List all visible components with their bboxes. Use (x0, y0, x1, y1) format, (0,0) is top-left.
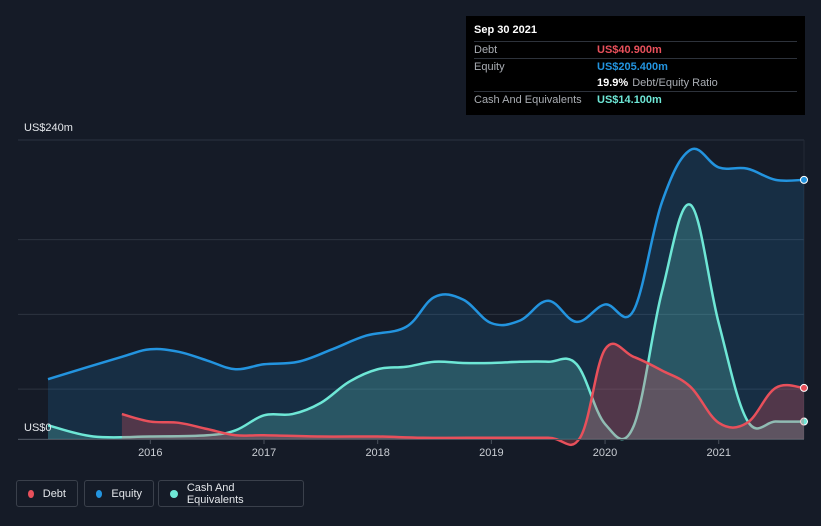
y-axis-bottom-label: US$0 (24, 422, 52, 434)
cash-end-point (800, 417, 808, 426)
legend-item-equity[interactable]: Equity (84, 480, 154, 507)
legend-label-cash: Cash And Equivalents (186, 481, 244, 506)
tooltip-equity-label: Equity (474, 61, 505, 73)
x-axis: 2016 2017 2018 2019 2020 2021 (18, 439, 804, 459)
tooltip-debt-value: US$40.900m (597, 44, 662, 56)
debt-legend-dot-icon (28, 489, 34, 498)
equity-line (47, 147, 805, 381)
series-layer (47, 147, 808, 446)
equity-legend-dot-icon (96, 489, 103, 498)
tooltip-debt-row: Debt US$40.900m (474, 41, 797, 58)
x-tick-label: 2019 (479, 447, 503, 459)
legend-item-debt[interactable]: Debt (16, 480, 78, 507)
debt-line (121, 342, 805, 446)
tooltip-ratio-row: 19.9% Debt/Equity Ratio (474, 75, 797, 91)
equity-area (48, 148, 804, 439)
legend-label-equity: Equity (111, 487, 142, 500)
tooltip-cash-row: Cash And Equivalents US$14.100m (474, 91, 797, 108)
x-tick-label: 2020 (593, 447, 617, 459)
tooltip-date: Sep 30 2021 (474, 24, 537, 36)
tooltip-equity-row: Equity US$205.400m (474, 58, 797, 75)
tooltip-ratio-value: 19.9% (597, 77, 629, 89)
y-axis-top-label: US$240m (24, 122, 73, 134)
x-tick-label: 2018 (365, 447, 389, 459)
debt-end-point (800, 383, 808, 392)
equity-end-point (800, 175, 808, 184)
x-tick-label: 2021 (706, 447, 730, 459)
tooltip-equity-value: US$205.400m (597, 61, 668, 73)
legend-item-cash[interactable]: Cash And Equivalents (158, 480, 304, 507)
data-tooltip: Sep 30 2021 Debt US$40.900m Equity US$20… (466, 16, 805, 115)
x-tick-label: 2016 (138, 447, 162, 459)
legend-label-debt: Debt (42, 487, 66, 500)
cash-area (48, 204, 804, 440)
cash-line (47, 203, 805, 441)
cash-legend-dot-icon (170, 489, 178, 498)
tooltip-cash-label: Cash And Equivalents (474, 94, 582, 106)
tooltip-debt-label: Debt (474, 44, 498, 56)
tooltip-ratio-label: Debt/Equity Ratio (632, 77, 718, 89)
tooltip-ratio-spacer (474, 75, 597, 91)
debt-area (121, 343, 805, 445)
tooltip-cash-value: US$14.100m (597, 94, 662, 106)
x-tick-label: 2017 (252, 447, 276, 459)
